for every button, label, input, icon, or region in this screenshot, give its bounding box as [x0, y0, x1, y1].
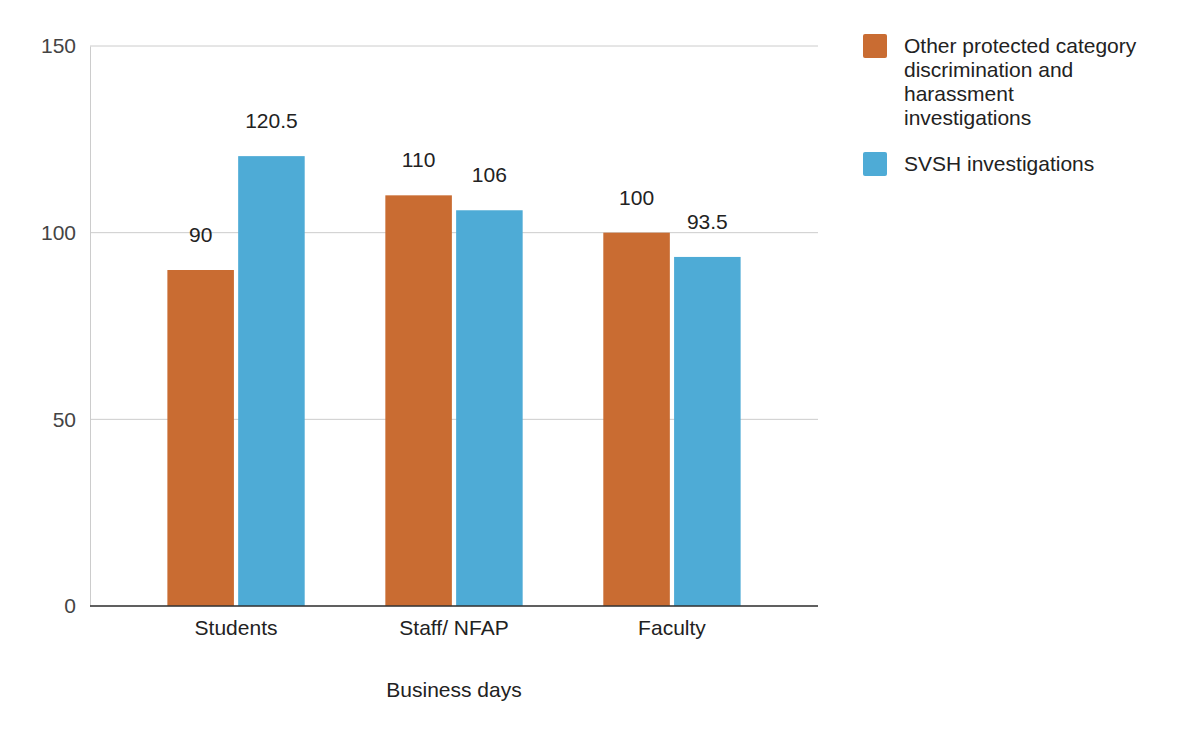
chart: 0 50 100 150 Students Staff/ NFAP Faculty Busin… [0, 0, 1188, 736]
legend-item: SVSH investigations [863, 152, 1094, 176]
legend-swatch [863, 152, 887, 176]
x-tick: Faculty [638, 606, 706, 639]
bars [167, 156, 740, 606]
x-tick: Staff/ NFAP [399, 606, 508, 639]
bar [603, 233, 670, 606]
y-axis-line [90, 47, 91, 607]
legend-swatch [863, 34, 887, 58]
x-axis-line [90, 605, 818, 607]
grid-line [90, 606, 818, 607]
y-tick: 100 [41, 221, 90, 244]
y-tick-label: 150 [41, 34, 76, 57]
legend: Other protected categorydiscrimination a… [863, 34, 1137, 176]
y-axis: 0 50 100 150 [41, 34, 91, 617]
bar [238, 156, 305, 606]
bar [456, 210, 523, 606]
y-tick: 150 [41, 34, 90, 57]
grid [90, 46, 818, 606]
data-label: 93.5 [687, 210, 728, 233]
data-label: 90 [189, 223, 212, 246]
y-tick: 0 [64, 594, 90, 617]
data-labels: 90 110 100 120.5 106 93.5 [189, 109, 728, 246]
legend-item: Other protected categorydiscrimination a… [863, 34, 1137, 129]
y-tick-label: 50 [53, 408, 76, 431]
legend-label: Other protected categorydiscrimination a… [904, 34, 1137, 129]
y-tick: 50 [53, 408, 90, 431]
x-tick-label: Faculty [638, 616, 706, 639]
bar [385, 195, 452, 606]
x-axis-title: Business days [386, 678, 521, 701]
data-label: 110 [402, 148, 435, 171]
bar [167, 270, 234, 606]
data-label: 106 [472, 163, 507, 186]
x-tick-label: Students [195, 616, 278, 639]
x-tick-label: Staff/ NFAP [399, 616, 508, 639]
legend-label: SVSH investigations [904, 152, 1094, 175]
x-axis: Students Staff/ NFAP Faculty [90, 606, 818, 639]
grid-line [90, 46, 818, 47]
data-label: 120.5 [245, 109, 298, 132]
data-label: 100 [619, 186, 654, 209]
y-tick-label: 100 [41, 221, 76, 244]
y-tick-label: 0 [64, 594, 76, 617]
x-tick: Students [195, 606, 278, 639]
bar [674, 257, 741, 606]
